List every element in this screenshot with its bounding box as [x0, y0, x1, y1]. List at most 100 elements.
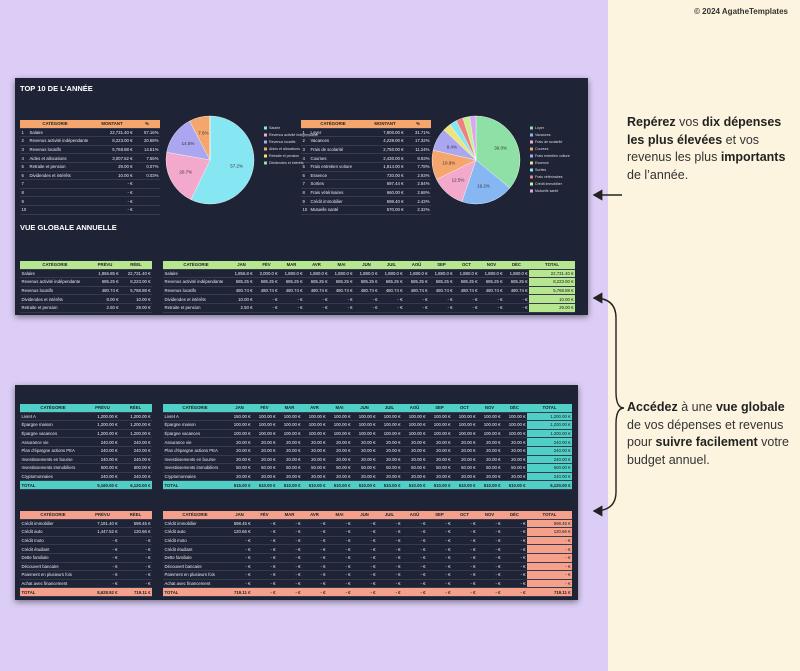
data-table: CATÉGORIE PRÉVU RÉEL Livret A 1,200.00 €1,20…: [20, 404, 152, 490]
copyright: © 2024 AgatheTemplates: [694, 7, 788, 16]
table-row: Épargne vacances 1,200.00 €1,200.00 €: [20, 429, 152, 439]
table-cell: Retraite et pension: [28, 162, 91, 172]
column-header: MAI: [329, 261, 354, 270]
table-row: Crédit moto - € - €: [20, 536, 152, 546]
legend-label: Retraite et pension: [269, 154, 299, 158]
table-cell: 0.07%: [134, 162, 161, 172]
table-cell: Épargne maison: [163, 420, 227, 430]
table-cell: 685.25 €: [479, 277, 504, 287]
total-cell: 719.11 €: [227, 587, 252, 597]
table-cell: 7.78%: [405, 162, 432, 172]
table-cell: 685.25 €: [90, 277, 120, 287]
table-cell: 600.00 €: [527, 463, 572, 473]
table-cell: 20.00 €: [502, 437, 527, 447]
table-cell: 1,447.52 €: [86, 527, 119, 537]
header-row: CATÉGORIE PRÉVU RÉEL: [20, 511, 152, 520]
table-cell: 20.00 €: [327, 472, 352, 482]
table-cell: - €: [477, 553, 502, 563]
table-cell: 240.00 €: [86, 437, 119, 447]
table-cell: 685.25 €: [379, 277, 404, 287]
table-cell: - €: [377, 544, 402, 554]
table-cell: 20.00 €: [452, 455, 477, 465]
table-cell: - €: [477, 570, 502, 580]
table-cell: 20.00 €: [227, 437, 252, 447]
table-cell: Revenus locatifs: [28, 145, 91, 155]
legend-swatch: [264, 140, 267, 144]
total-cell: 510.00 €: [252, 480, 277, 490]
table-cell: - €: [479, 294, 504, 304]
table-cell: 8,223.00 €: [529, 277, 575, 287]
table-cell: 100.00 €: [352, 429, 377, 439]
table-cell: 50.00 €: [327, 463, 352, 473]
table-cell: 1,200.00 €: [527, 429, 572, 439]
legend-swatch: [530, 126, 533, 130]
table-cell: Dividendes et intérêts: [163, 294, 229, 304]
table-cell: 1,200.00 €: [119, 412, 152, 422]
table-cell: 5: [301, 162, 309, 172]
table-cell: - €: [277, 527, 302, 537]
table-cell: 100.00 €: [427, 429, 452, 439]
table-cell: - €: [402, 579, 427, 589]
table-cell: 697.44 €: [365, 179, 406, 189]
table-row: Revenus activité indépendante 685.25 €685…: [163, 277, 575, 287]
table-cell: 480.74 €: [404, 286, 429, 296]
column-header: MAR: [277, 511, 302, 520]
table-cell: 100.00 €: [352, 412, 377, 422]
table-row: Paiement en plusieurs fois - € - €: [20, 570, 152, 580]
table-cell: - €: [477, 527, 502, 537]
table-row: Salaire 1,856.8 €2,000.0 €1,880.0 €1,880.…: [163, 269, 575, 279]
table-cell: 2,430.00 €: [365, 153, 406, 163]
pie-slice: [469, 115, 477, 161]
column-header: PRÉVU: [86, 511, 119, 520]
table-cell: - €: [377, 570, 402, 580]
table-cell: 100.00 €: [402, 429, 427, 439]
table-cell: Crédit étudiant: [163, 544, 227, 554]
table-cell: - €: [502, 527, 527, 537]
table-cell: - €: [304, 303, 329, 313]
table-cell: - €: [119, 544, 152, 554]
table-cell: Dette familiale: [20, 553, 86, 563]
table-row: Épargne maison 1,200.00 €1,200.00 €: [20, 420, 152, 430]
table-cell: 5,768.88 €: [90, 145, 135, 155]
legend-label: Frais vétérinaires: [535, 175, 563, 179]
column-header: JAN: [227, 404, 252, 413]
table-cell: 600.00 €: [119, 463, 152, 473]
header-row: CATÉGORIE MONTANT%: [20, 120, 161, 129]
table-cell: 100.00 €: [302, 429, 327, 439]
column-header: OCT: [452, 404, 477, 413]
table-row: Livret A 1,200.00 €1,200.00 €: [20, 412, 152, 422]
table-cell: 100.00 €: [327, 420, 352, 430]
table-row: Paiement en plusieurs fois - € - € - € - € - …: [163, 570, 572, 580]
table-cell: 100.00 €: [502, 412, 527, 422]
legend-swatch: [530, 175, 533, 179]
table-cell: - €: [502, 570, 527, 580]
table-cell: - €: [302, 536, 327, 546]
column-header: AVR: [304, 261, 329, 270]
total-cell: 510.00 €: [502, 480, 527, 490]
table-cell: 240.00 €: [119, 472, 152, 482]
table-row: Crédit immobilier 598.45 € - € - € - € - € - €…: [163, 519, 572, 529]
column-header: NOV: [479, 261, 504, 270]
table-cell: 100.00 €: [477, 429, 502, 439]
legend-label: Salaire: [269, 126, 280, 130]
table-cell: Crédit immobilier: [163, 519, 227, 529]
table-cell: - €: [352, 519, 377, 529]
total-cell: 510.00 €: [427, 480, 452, 490]
table-cell: - €: [90, 188, 135, 198]
table-row: Salaire 1,856.85 €22,731.40 €: [20, 269, 152, 279]
data-table: CATÉGORIE JAN FÉV MAR AVR MAI JUN JUIL AOÛ SEP OCT…: [163, 404, 572, 490]
table-cell: 240.00 €: [527, 472, 572, 482]
table-cell: 240.00 €: [119, 455, 152, 465]
section-title: TOP 10 DE L'ANNÉE: [20, 84, 93, 93]
table-cell: Livret A: [163, 412, 227, 422]
table-cell: 480.74 €: [479, 286, 504, 296]
table-cell: Crédit étudiant: [20, 544, 86, 554]
table-cell: Frais de scolarité: [309, 145, 366, 155]
table-row: 3 Frais de scolarité 2,750.00 €11.24%: [301, 145, 432, 155]
table-cell: Retraite et pension: [163, 303, 229, 313]
table-cell: 20.00 €: [252, 455, 277, 465]
table-cell: 2.32%: [405, 205, 432, 215]
table-cell: 100.00 €: [477, 412, 502, 422]
table-cell: - €: [477, 544, 502, 554]
